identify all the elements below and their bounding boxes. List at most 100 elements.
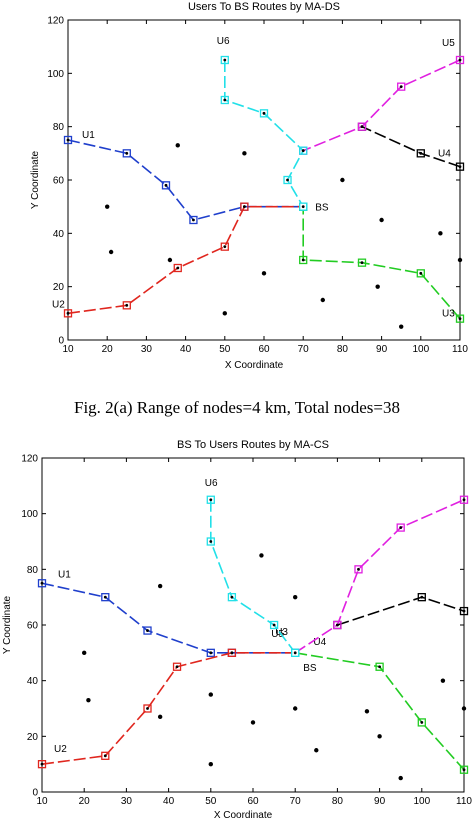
node-point (157, 714, 163, 720)
route-node-marker (206, 648, 215, 657)
route-label: U5 (442, 38, 455, 49)
x-axis-label: X Coordinate (225, 360, 284, 371)
x-tick-label: 40 (180, 344, 192, 355)
x-tick-label: 110 (452, 344, 468, 355)
route-label: U1 (82, 130, 95, 141)
x-tick-label: 100 (412, 344, 429, 355)
route-node-marker (357, 122, 367, 131)
y-tick-label: 20 (53, 282, 65, 293)
route-node-marker (143, 626, 152, 635)
y-tick-label: 20 (27, 732, 39, 743)
node-point (261, 271, 267, 276)
route-node-marker (455, 162, 465, 171)
route-node-marker (240, 202, 249, 211)
plot-frame (67, 19, 461, 341)
bs-dot (301, 205, 305, 209)
x-tick-label: 70 (298, 344, 310, 355)
route-node-dot (40, 762, 44, 766)
route-node-dot (209, 540, 213, 543)
route-node-marker (417, 593, 426, 602)
route-node-marker (333, 620, 342, 630)
route-node-dot (301, 149, 305, 153)
y-tick-label: 60 (53, 176, 65, 187)
route-node-marker (455, 55, 465, 65)
node-point (108, 249, 114, 255)
node-point (440, 678, 446, 683)
route-node-dot (420, 595, 424, 599)
route-node-dot (146, 707, 149, 710)
route-node-dot (458, 317, 462, 321)
route-node-dot (399, 85, 403, 89)
route-label: U6 (217, 36, 230, 47)
route-node-marker (172, 662, 182, 671)
route-label: U1 (58, 569, 71, 580)
node-point (364, 709, 370, 714)
route-node-dot (420, 721, 424, 724)
y-tick-label: 100 (21, 509, 38, 520)
chart-1: Users To BS Routes by MA-DS 10 20 30 40 50 60 7… (30, 1, 468, 417)
route-node-dot (243, 205, 246, 209)
bs-dot (293, 651, 297, 655)
route-line (295, 652, 465, 771)
node-point (438, 231, 443, 236)
node-point (105, 204, 110, 209)
y-tick-label: 40 (27, 676, 39, 687)
x-tick-label: 100 (413, 796, 430, 807)
plot-frame (41, 457, 465, 793)
node-point (461, 706, 467, 711)
route-node-dot (462, 498, 466, 502)
route-node-dot (223, 98, 227, 102)
route-node-dot (458, 165, 462, 169)
route-node-dot (223, 245, 227, 249)
route-node-marker (283, 175, 292, 185)
route-node-marker (227, 648, 237, 657)
x-tick-label: 80 (337, 344, 349, 355)
x-tick-label: 60 (247, 796, 259, 807)
route-node-marker (459, 606, 469, 616)
y-tick-label: 120 (47, 16, 64, 27)
route-node-dot (230, 595, 234, 599)
route-line (67, 205, 304, 315)
route-node-marker (455, 314, 465, 323)
route-node-marker (375, 662, 384, 671)
x-tick-label: 40 (163, 796, 175, 807)
node-point (293, 706, 298, 711)
route-node-dot (66, 311, 70, 315)
route-u3: U3 (275, 627, 469, 774)
x-tick-label: 90 (374, 796, 386, 807)
route-node-marker (220, 242, 229, 251)
y-tick-label: 100 (47, 69, 64, 80)
node-point (82, 650, 87, 656)
route-node-dot (360, 261, 364, 265)
x-tick-label: 30 (121, 796, 133, 807)
route-node-dot (301, 258, 305, 262)
route-node-marker (417, 718, 426, 727)
route-node-dot (176, 266, 180, 270)
node-point (398, 775, 403, 781)
node-point (399, 324, 404, 329)
route-node-dot (164, 183, 168, 187)
route-node-dot (399, 526, 403, 529)
route-label: U6 (205, 478, 218, 489)
node-point (250, 720, 256, 725)
route-node-dot (223, 58, 227, 62)
node-point (208, 761, 213, 767)
route-node-dot (103, 595, 107, 599)
route-node-marker (206, 537, 215, 546)
route-node-marker (189, 215, 198, 225)
node-point (377, 734, 382, 739)
route-node-dot (125, 303, 129, 307)
route-node-marker (161, 181, 171, 190)
node-point (175, 143, 180, 148)
route-node-marker (459, 765, 469, 774)
y-axis-label: Y Coordinate (30, 150, 41, 209)
route-node-marker (416, 269, 425, 278)
y-tick-label: 0 (32, 788, 38, 799)
x-tick-label: 80 (332, 796, 344, 807)
figure-caption: Fig. 2(a) Range of nodes=4 km, Total nod… (74, 398, 400, 417)
route-u2: U2 (37, 648, 300, 769)
route-node-dot (40, 581, 44, 585)
node-point (222, 311, 227, 316)
route-label: U3 (275, 627, 288, 638)
